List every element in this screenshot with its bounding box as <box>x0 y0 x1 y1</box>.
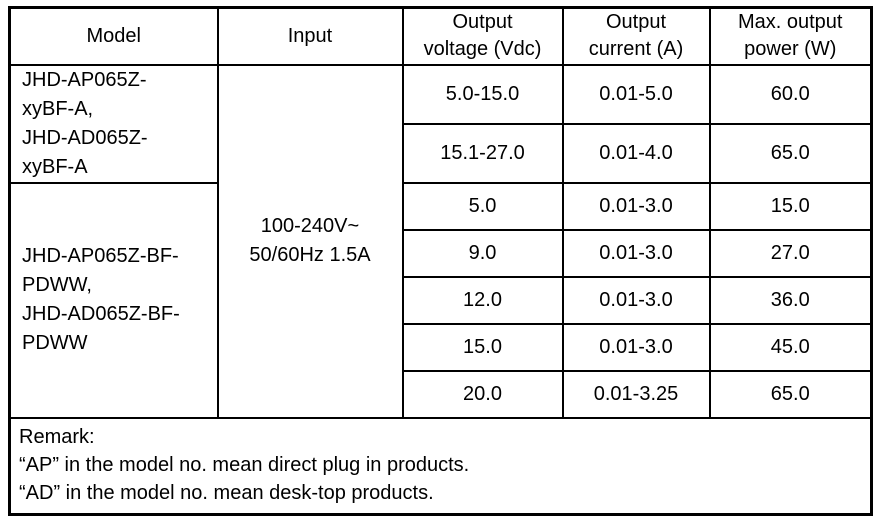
max-power-cell: 45.0 <box>708 322 873 372</box>
output-current-cell: 0.01-3.25 <box>561 369 711 419</box>
output-voltage-cell: 5.0 <box>401 181 564 231</box>
output-voltage-cell: 9.0 <box>401 228 564 278</box>
remark-line-ap: “AP” in the model no. mean direct plug i… <box>19 453 470 476</box>
output-current-cell: 0.01-3.0 <box>561 228 711 278</box>
table-row: JHD-AP065Z-BF- PDWW, JHD-AD065Z-BF- PDWW… <box>8 181 873 419</box>
header-cell-model: Model <box>8 6 219 66</box>
output-current-cell: 0.01-4.0 <box>561 122 711 184</box>
max-power-cell: 36.0 <box>708 275 873 325</box>
max-power-cell: 65.0 <box>708 369 873 419</box>
header-cell-input: Input <box>216 6 404 66</box>
table-row: 12.0 0.01-3.0 36.0 <box>10 275 873 325</box>
table-row: 9.0 0.01-3.0 27.0 <box>10 228 873 278</box>
header-cell-output-voltage: Output voltage (Vdc) <box>401 6 564 66</box>
table-row: 15.0 0.01-3.0 45.0 <box>10 322 873 372</box>
remark-label: Remark: <box>19 425 95 448</box>
model-group-2-cell: JHD-AP065Z-BF- PDWW, JHD-AD065Z-BF- PDWW <box>8 181 219 419</box>
table-header-row: Model Input Output voltage (Vdc) Output … <box>8 6 873 66</box>
output-voltage-cell: 12.0 <box>401 275 564 325</box>
model-group-1-cell: JHD-AP065Z- xyBF-A, JHD-AD065Z- xyBF-A <box>8 63 219 184</box>
power-spec-table: Model Input Output voltage (Vdc) Output … <box>8 6 873 516</box>
table-row: 15.1-27.0 0.01-4.0 65.0 <box>10 122 873 184</box>
max-power-cell: 27.0 <box>708 228 873 278</box>
remark-cell: Remark: “AP” in the model no. mean direc… <box>8 416 873 515</box>
input-cell: 100-240V~ 50/60Hz 1.5A <box>216 63 404 419</box>
table-row: 20.0 0.01-3.25 65.0 <box>10 369 873 419</box>
output-current-cell: 0.01-5.0 <box>561 63 711 125</box>
remark-line-ad: “AD” in the model no. mean desk-top prod… <box>19 481 434 504</box>
output-voltage-cell: 5.0-15.0 <box>401 63 564 125</box>
output-current-cell: 0.01-3.0 <box>561 275 711 325</box>
output-voltage-cell: 20.0 <box>401 369 564 419</box>
header-cell-output-current: Output current (A) <box>561 6 711 66</box>
output-voltage-cell: 15.0 <box>401 322 564 372</box>
max-power-cell: 65.0 <box>708 122 873 184</box>
output-current-cell: 0.01-3.0 <box>561 181 711 231</box>
output-current-cell: 0.01-3.0 <box>561 322 711 372</box>
header-cell-max-output-power: Max. output power (W) <box>708 6 873 66</box>
table-row: JHD-AP065Z- xyBF-A, JHD-AD065Z- xyBF-A 1… <box>8 63 873 419</box>
remark-row: Remark: “AP” in the model no. mean direc… <box>8 416 873 515</box>
output-voltage-cell: 15.1-27.0 <box>401 122 564 184</box>
spec-table-container: Model Input Output voltage (Vdc) Output … <box>8 6 873 516</box>
max-power-cell: 15.0 <box>708 181 873 231</box>
max-power-cell: 60.0 <box>708 63 873 125</box>
